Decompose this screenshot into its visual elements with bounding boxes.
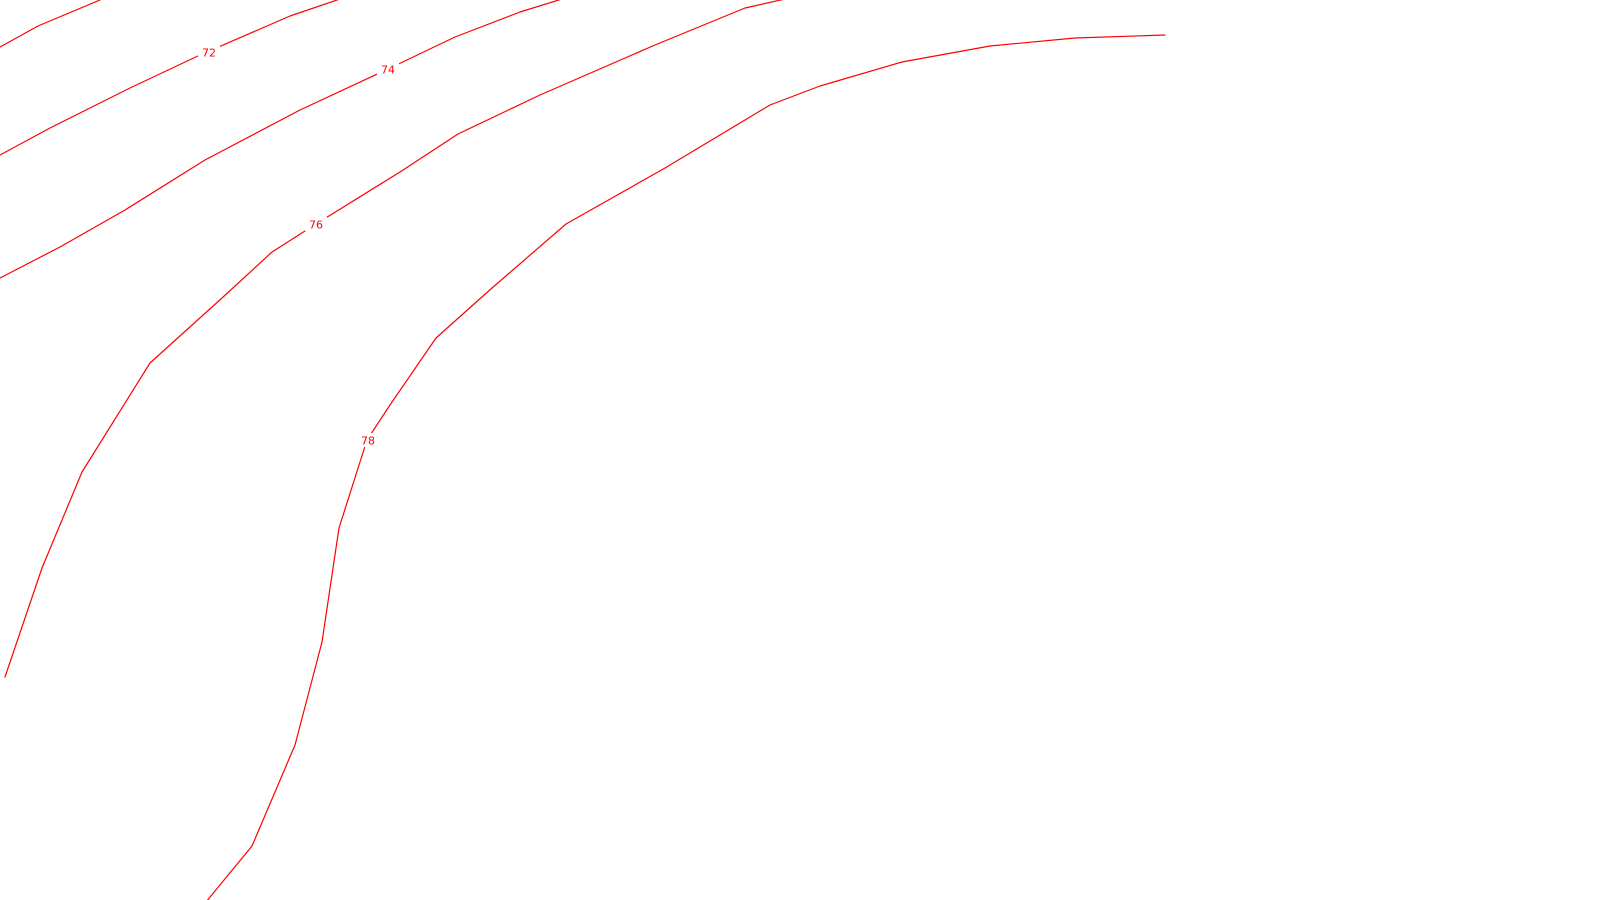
contour-label-78-halo [357,433,379,447]
contour-72: 72 [0,0,339,156]
contour-label-76: 76 [309,219,323,232]
contour-line-78 [206,34,1166,900]
contour-74: 74 [0,0,561,279]
contour-top-left [0,0,101,48]
contour-label-76-halo [305,217,327,231]
contour-label-72: 72 [202,47,216,60]
contour-line-top-left [0,0,101,48]
contour-label-78: 78 [361,435,375,448]
contour-label-74: 74 [381,64,395,77]
contour-line-72 [0,0,339,156]
contour-76: 76 [4,0,784,678]
contour-label-74-halo [377,62,399,76]
contour-line-74 [0,0,561,279]
contour-78: 78 [206,34,1166,900]
contour-label-72-halo [198,45,220,59]
